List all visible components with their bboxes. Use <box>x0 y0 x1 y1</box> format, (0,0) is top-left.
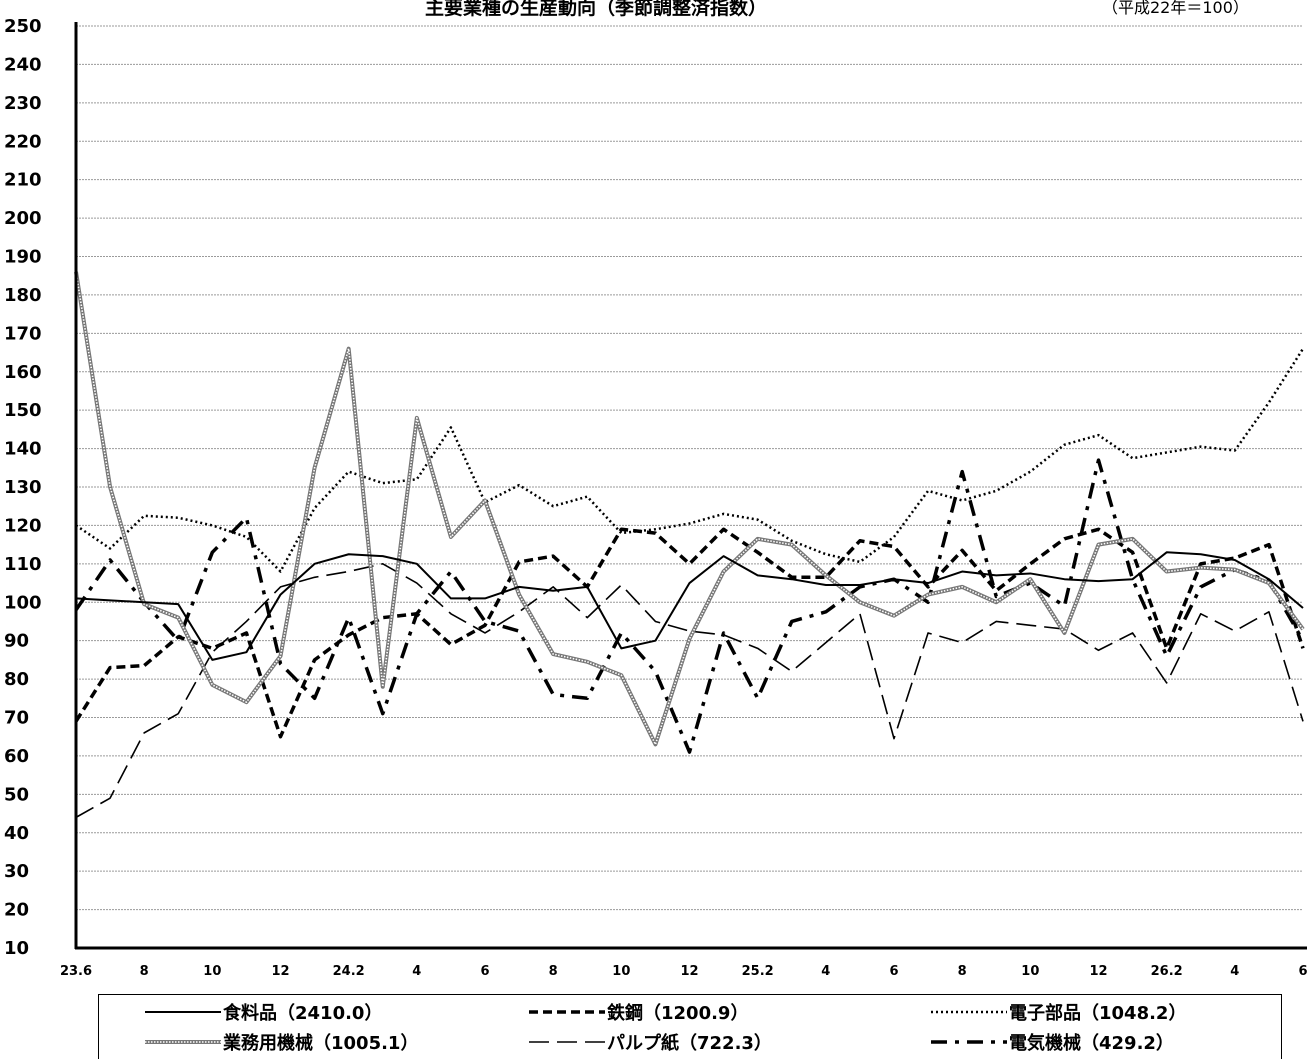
x-tick-label: 10 <box>612 964 630 979</box>
legend-label: 電子部品（1048.2） <box>1009 999 1186 1025</box>
legend-label: 鉄鋼（1200.9） <box>607 999 748 1025</box>
x-tick-label: 4 <box>412 964 421 979</box>
x-tick-label: 8 <box>140 964 149 979</box>
y-tick-label: 190 <box>4 247 42 268</box>
legend-swatch <box>931 1035 1007 1049</box>
units-note: （平成22年＝100） <box>1102 0 1249 17</box>
y-tick-label: 40 <box>4 823 29 844</box>
legend-item: 鉄鋼（1200.9） <box>529 999 748 1025</box>
series-line-3 <box>76 349 1303 572</box>
chart-title: 主要業種の生産動向（季節調整済指数） <box>425 0 767 19</box>
y-tick-label: 240 <box>4 54 42 75</box>
line-chart: 10 20 30 40 50 60 70 80 90 100 110 120 130 140 150 160 1… <box>0 0 1311 994</box>
y-tick-label: 180 <box>4 285 42 306</box>
y-tick-label: 70 <box>4 708 29 729</box>
legend-swatch <box>145 1005 221 1019</box>
legend-swatch <box>529 1035 605 1049</box>
legend-item: 電子部品（1048.2） <box>931 999 1186 1025</box>
y-tick-label: 100 <box>4 592 42 613</box>
y-tick-label: 160 <box>4 362 42 383</box>
y-tick-label: 90 <box>4 631 29 652</box>
x-tick-label: 6 <box>1298 964 1307 979</box>
legend-label: 電気機械（429.2） <box>1009 1029 1174 1055</box>
legend-item: 食料品（2410.0） <box>145 999 382 1025</box>
series-line-2 <box>76 529 1303 736</box>
x-tick-label: 23.6 <box>60 964 92 979</box>
legend-swatch <box>931 1005 1007 1019</box>
x-tick-label: 12 <box>271 964 289 979</box>
x-tick-label: 6 <box>480 964 489 979</box>
legend-label: パルプ紙（722.3） <box>607 1029 772 1055</box>
y-tick-label: 110 <box>4 554 42 575</box>
x-axis-ticks: 23.6 8 10 12 24.2 4 6 8 10 12 25.2 4 6 8 10 12 26.2 4 6 <box>60 964 1308 979</box>
y-tick-label: 20 <box>4 900 29 921</box>
x-tick-label: 8 <box>958 964 967 979</box>
legend-item: パルプ紙（722.3） <box>529 1029 772 1055</box>
y-tick-label: 10 <box>4 938 29 959</box>
y-tick-label: 200 <box>4 208 42 229</box>
y-tick-label: 120 <box>4 515 42 536</box>
y-tick-label: 170 <box>4 323 42 344</box>
y-tick-label: 230 <box>4 93 42 114</box>
y-tick-label: 130 <box>4 477 42 498</box>
y-tick-label: 140 <box>4 439 42 460</box>
x-tick-label: 8 <box>549 964 558 979</box>
y-tick-label: 80 <box>4 669 29 690</box>
x-tick-label: 12 <box>1089 964 1107 979</box>
y-tick-label: 210 <box>4 170 42 191</box>
y-axis-ticks: 10 20 30 40 50 60 70 80 90 100 110 120 130 140 150 160 1… <box>4 16 42 959</box>
x-tick-label: 26.2 <box>1151 964 1183 979</box>
y-tick-label: 50 <box>4 784 29 805</box>
series-line-6 <box>76 460 1303 752</box>
x-tick-label: 25.2 <box>742 964 774 979</box>
x-tick-label: 10 <box>1021 964 1039 979</box>
y-tick-label: 250 <box>4 16 42 37</box>
x-tick-label: 10 <box>203 964 221 979</box>
x-tick-label: 4 <box>1230 964 1239 979</box>
x-tick-label: 6 <box>889 964 898 979</box>
y-tick-label: 30 <box>4 861 29 882</box>
gridlines <box>76 26 1303 910</box>
legend-swatch <box>529 1005 605 1019</box>
x-tick-label: 24.2 <box>333 964 365 979</box>
legend-item: 業務用機械（1005.1） <box>145 1029 418 1055</box>
x-tick-label: 12 <box>680 964 698 979</box>
x-tick-label: 4 <box>821 964 830 979</box>
legend-swatch <box>145 1035 221 1049</box>
y-tick-label: 60 <box>4 746 29 767</box>
legend-item: 電気機械（429.2） <box>931 1029 1174 1055</box>
y-tick-label: 220 <box>4 131 42 152</box>
legend-label: 業務用機械（1005.1） <box>223 1029 418 1055</box>
legend: 食料品（2410.0） 鉄鋼（1200.9） 電子部品（1048.2） 業務用機械（1… <box>98 994 1282 1059</box>
plot-area <box>76 272 1303 818</box>
y-tick-label: 150 <box>4 400 42 421</box>
legend-label: 食料品（2410.0） <box>223 999 382 1025</box>
